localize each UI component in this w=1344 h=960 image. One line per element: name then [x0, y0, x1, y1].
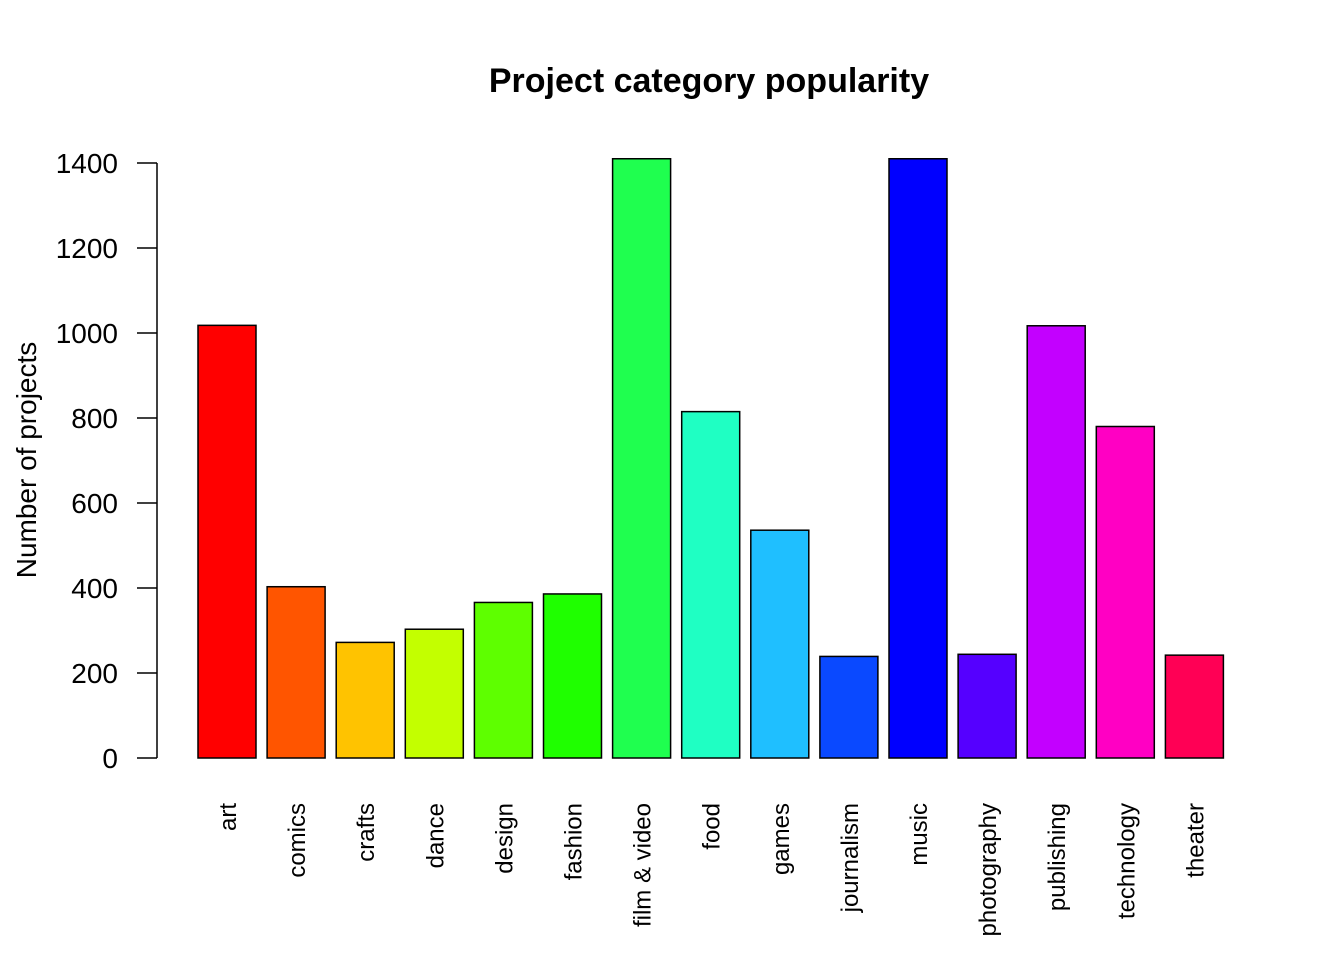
bar-journalism [819, 655, 879, 759]
bar-film-video [611, 158, 672, 759]
bar-theater [1164, 654, 1225, 759]
x-category-label: crafts [353, 803, 380, 862]
x-category-label: comics [284, 803, 311, 878]
chart-title: Project category popularity [489, 62, 929, 100]
x-category-label: photography [975, 803, 1002, 936]
bar-fashion [542, 593, 603, 759]
bar-design [473, 601, 534, 759]
y-tick-label: 0 [102, 743, 118, 774]
bar-music [888, 158, 948, 759]
bar-crafts [335, 641, 395, 759]
y-axis: 0 200 400 600 800 1000 1200 1400 [56, 148, 158, 774]
bar-food [680, 410, 741, 759]
bar-dance [404, 628, 465, 759]
y-tick-label: 800 [71, 403, 118, 434]
x-category-label: publishing [1044, 803, 1071, 911]
x-category-label: music [906, 803, 933, 866]
y-axis-title: Number of projects [11, 342, 42, 579]
y-tick-label: 1000 [56, 318, 118, 349]
y-tick-label: 200 [71, 658, 118, 689]
bar-comics [266, 585, 326, 759]
x-category-label: games [768, 803, 795, 875]
bar-technology [1095, 425, 1156, 759]
bar-art [197, 324, 257, 759]
x-category-label: dance [422, 803, 449, 868]
x-category-label: food [699, 803, 726, 850]
y-tick-label: 600 [71, 488, 118, 519]
y-tick-label: 1400 [56, 148, 118, 179]
y-tick-label: 1200 [56, 233, 118, 264]
x-category-label: art [215, 803, 242, 831]
x-category-label: theater [1182, 803, 1209, 878]
x-category-label: technology [1113, 803, 1140, 919]
bar-games [750, 529, 810, 759]
x-category-label: film & video [630, 803, 657, 927]
y-tick-label: 400 [71, 573, 118, 604]
bars [197, 158, 1225, 759]
x-axis-labels: art comics crafts dance design fashion film & … [215, 803, 1209, 937]
x-category-label: design [491, 803, 518, 874]
bar-photography [957, 653, 1017, 759]
x-category-label: journalism [837, 803, 864, 913]
bar-publishing [1026, 325, 1086, 759]
x-category-label: fashion [561, 803, 588, 880]
